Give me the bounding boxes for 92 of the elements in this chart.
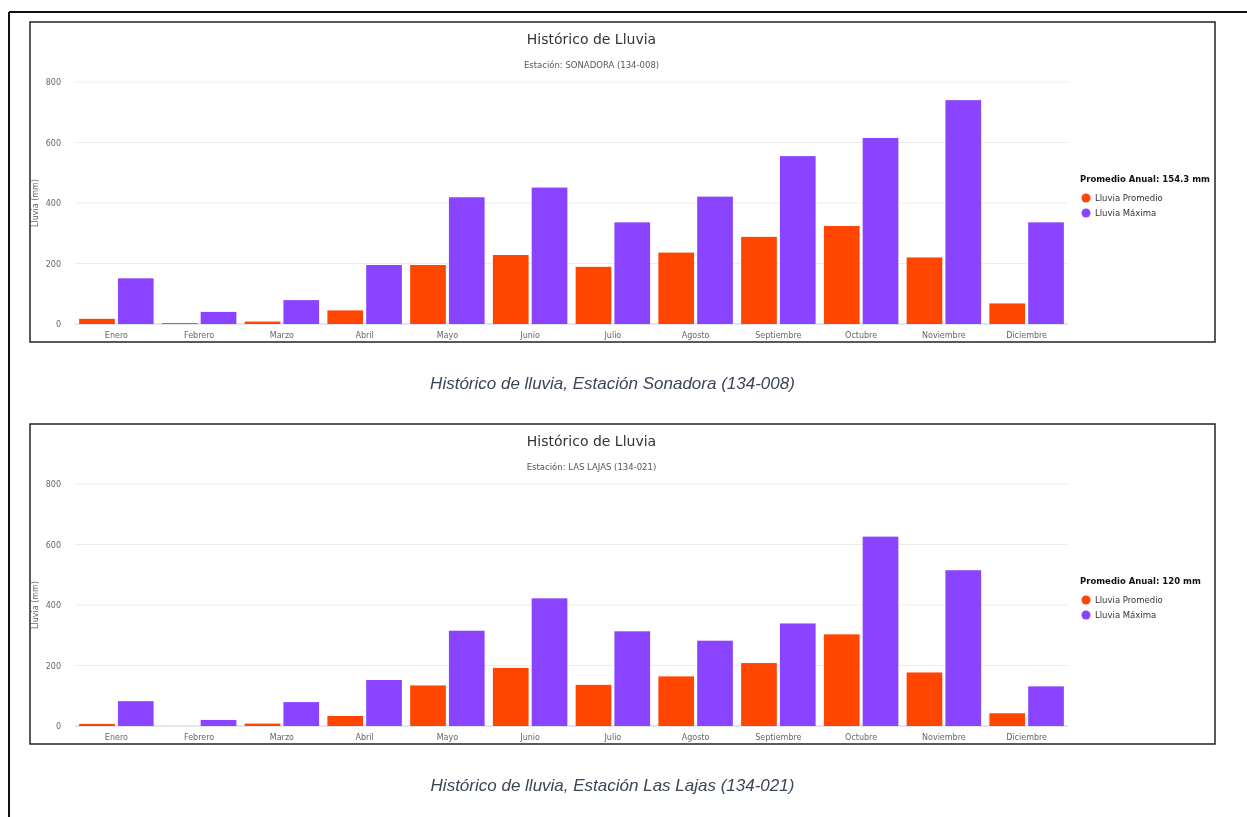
y-tick-label: 800: [45, 78, 61, 87]
x-tick-label: Agosto: [681, 331, 710, 340]
x-tick-label: Julio: [603, 331, 622, 340]
bar: [117, 278, 154, 324]
x-tick-label: Junio: [519, 331, 541, 340]
bar: [945, 570, 982, 726]
x-tick-label: Julio: [603, 733, 622, 742]
x-tick-label: Febrero: [184, 733, 215, 742]
bar: [823, 634, 860, 726]
x-tick-label: Septiembre: [755, 331, 802, 340]
bar: [283, 300, 320, 324]
bar: [79, 318, 115, 324]
legend-title: Promedio Anual: 154.3 mm: [1080, 174, 1211, 184]
y-tick-label: 400: [45, 199, 61, 208]
bar: [779, 623, 816, 726]
y-tick-label: 200: [45, 259, 61, 269]
bar: [575, 266, 612, 324]
y-tick-label: 600: [45, 138, 61, 148]
y-axis-title: Lluvia (mm): [31, 179, 40, 227]
x-tick-label: Octubre: [845, 733, 878, 742]
bar: [366, 265, 402, 324]
bar: [327, 716, 364, 726]
bar: [1028, 222, 1064, 324]
bar: [906, 257, 943, 324]
bar: [741, 236, 777, 324]
x-tick-label: Abril: [355, 733, 374, 742]
x-tick-label: Agosto: [681, 733, 710, 742]
x-tick-label: Abril: [355, 331, 374, 340]
bar: [531, 187, 568, 324]
legend-label: Lluvia Promedio: [1095, 193, 1163, 203]
bar: [366, 680, 402, 726]
bar: [862, 137, 899, 324]
bar: [614, 631, 651, 726]
x-tick-label: Noviembre: [922, 331, 966, 340]
bar: [79, 723, 115, 726]
bar: [200, 719, 237, 726]
x-tick-label: Noviembre: [922, 733, 966, 742]
bar: [989, 713, 1026, 726]
x-tick-label: Mayo: [436, 733, 459, 742]
y-tick-label: 200: [45, 661, 61, 671]
bar: [906, 672, 943, 726]
bar: [945, 100, 982, 324]
x-tick-label: Octubre: [845, 331, 878, 340]
bar: [697, 640, 733, 726]
bar: [410, 265, 446, 324]
bar: [658, 252, 695, 324]
x-tick-label: Junio: [519, 733, 541, 742]
bar: [200, 311, 237, 324]
legend-title: Promedio Anual: 120 mm: [1080, 576, 1201, 586]
x-tick-label: Diciembre: [1006, 733, 1048, 742]
bar: [492, 667, 529, 726]
x-tick-label: Enero: [104, 733, 128, 742]
bar: [327, 310, 364, 324]
x-tick-label: Febrero: [184, 331, 215, 340]
y-tick-label: 400: [45, 601, 61, 610]
bar: [862, 536, 899, 726]
bar: [448, 197, 485, 324]
bar: [492, 255, 529, 324]
y-tick-label: 800: [45, 480, 61, 489]
y-tick-label: 600: [45, 540, 61, 550]
x-tick-label: Enero: [104, 331, 128, 340]
bar: [658, 676, 695, 726]
y-axis-title: Lluvia (mm): [31, 581, 40, 629]
bar: [741, 663, 777, 726]
bar: [779, 156, 816, 324]
x-tick-label: Mayo: [436, 331, 459, 340]
bar: [1028, 686, 1064, 726]
x-tick-label: Marzo: [269, 733, 295, 742]
bar: [531, 598, 568, 726]
x-tick-label: Septiembre: [755, 733, 802, 742]
chart-title: Histórico de Lluvia: [526, 433, 657, 449]
bar: [410, 685, 446, 726]
bar: [448, 630, 485, 726]
y-tick-label: 0: [55, 320, 61, 329]
bar: [283, 702, 320, 726]
bar: [117, 701, 154, 726]
bar: [989, 303, 1026, 324]
legend-label: Lluvia Máxima: [1095, 208, 1157, 218]
x-tick-label: Marzo: [269, 331, 295, 340]
x-tick-label: Diciembre: [1006, 331, 1048, 340]
bar: [575, 684, 612, 726]
chart-subtitle: Estación: SONADORA (134-008): [523, 60, 660, 70]
bar: [697, 196, 733, 324]
bar: [614, 222, 651, 324]
chart-title: Histórico de Lluvia: [526, 31, 657, 47]
legend-label: Lluvia Promedio: [1095, 595, 1163, 605]
bar: [823, 225, 860, 324]
legend-label: Lluvia Máxima: [1095, 610, 1157, 620]
chart-subtitle: Estación: LAS LAJAS (134-021): [526, 462, 657, 472]
text: Histórico de lluvia, Estación Sonadora (134-008): [430, 374, 795, 393]
text: Histórico de lluvia, Estación Las Lajas (134-021): [430, 776, 795, 795]
y-tick-label: 0: [55, 722, 61, 731]
